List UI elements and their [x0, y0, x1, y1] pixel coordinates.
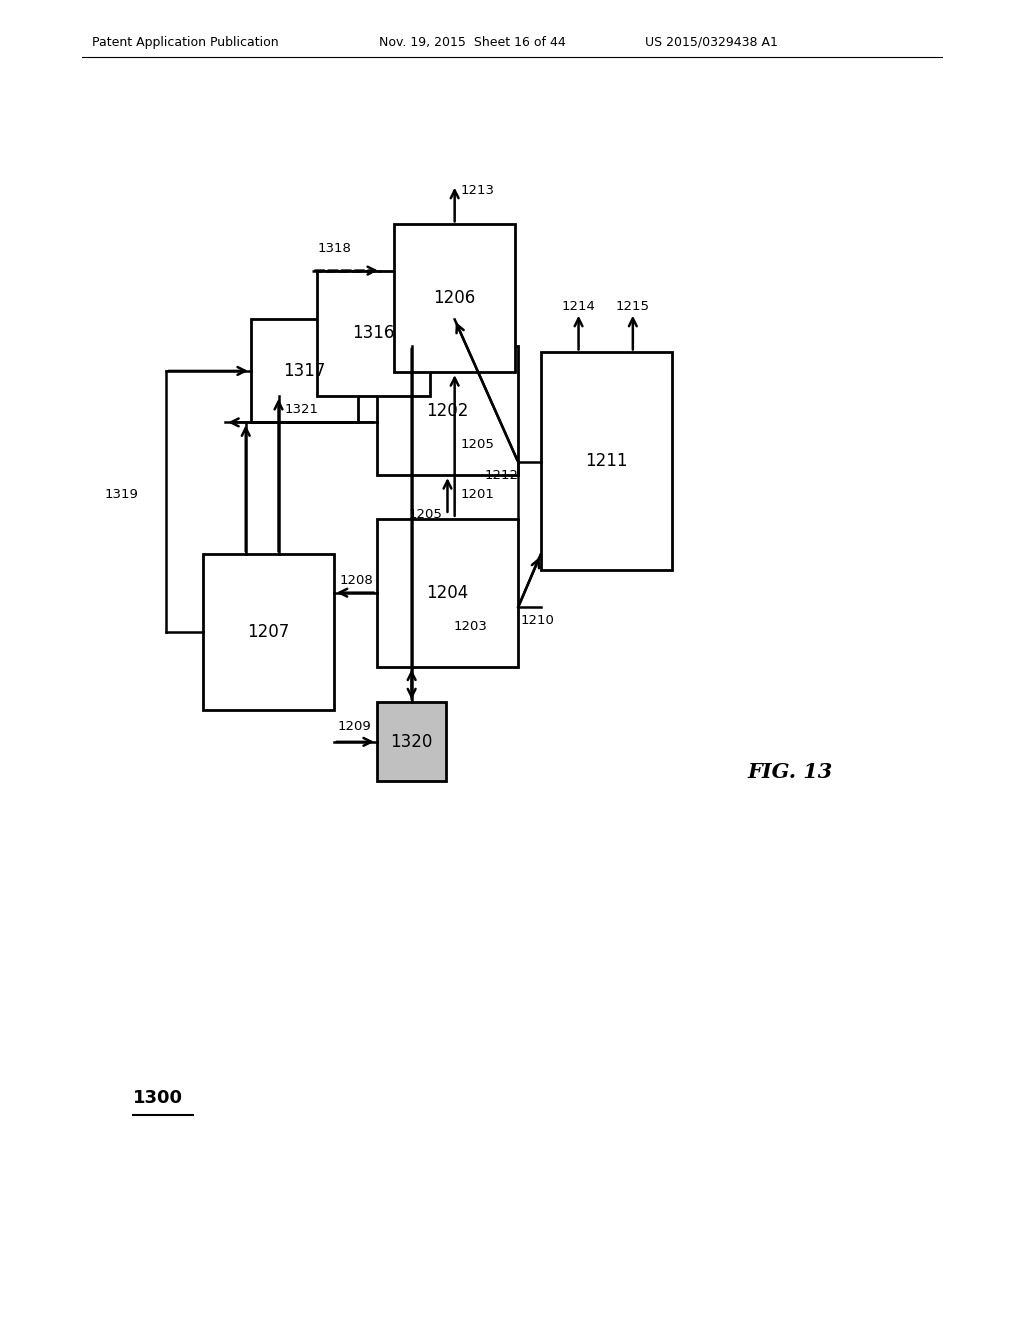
- Text: 1213: 1213: [461, 183, 495, 197]
- Text: 1205: 1205: [461, 438, 495, 451]
- Text: 1205: 1205: [409, 508, 442, 521]
- Text: FIG. 13: FIG. 13: [748, 762, 833, 783]
- Bar: [394, 224, 515, 372]
- Text: 1316: 1316: [352, 325, 395, 342]
- Text: 1203: 1203: [454, 620, 487, 634]
- Text: 1319: 1319: [104, 488, 138, 502]
- Text: 1214: 1214: [561, 300, 595, 313]
- Bar: [377, 519, 518, 667]
- Bar: [203, 554, 334, 710]
- Text: 1317: 1317: [284, 362, 326, 380]
- Text: 1207: 1207: [247, 623, 290, 642]
- Bar: [377, 346, 518, 475]
- Text: 1208: 1208: [340, 574, 374, 587]
- Text: 1204: 1204: [426, 583, 469, 602]
- Text: Nov. 19, 2015  Sheet 16 of 44: Nov. 19, 2015 Sheet 16 of 44: [379, 36, 565, 49]
- Text: 1202: 1202: [426, 401, 469, 420]
- Bar: [541, 352, 672, 570]
- Text: 1321: 1321: [285, 403, 318, 416]
- Text: 1212: 1212: [484, 469, 518, 482]
- Bar: [251, 319, 358, 422]
- Text: 1318: 1318: [317, 242, 351, 255]
- Text: 1215: 1215: [615, 300, 649, 313]
- Bar: [377, 702, 446, 781]
- Text: 1320: 1320: [390, 733, 433, 751]
- Text: 1209: 1209: [338, 719, 372, 733]
- Text: 1210: 1210: [520, 614, 554, 627]
- Text: 1206: 1206: [433, 289, 476, 308]
- Text: Patent Application Publication: Patent Application Publication: [92, 36, 279, 49]
- Text: US 2015/0329438 A1: US 2015/0329438 A1: [645, 36, 778, 49]
- Text: 1211: 1211: [585, 453, 628, 470]
- Bar: [317, 271, 430, 396]
- Text: 1300: 1300: [133, 1089, 183, 1107]
- Text: 1201: 1201: [461, 488, 495, 502]
